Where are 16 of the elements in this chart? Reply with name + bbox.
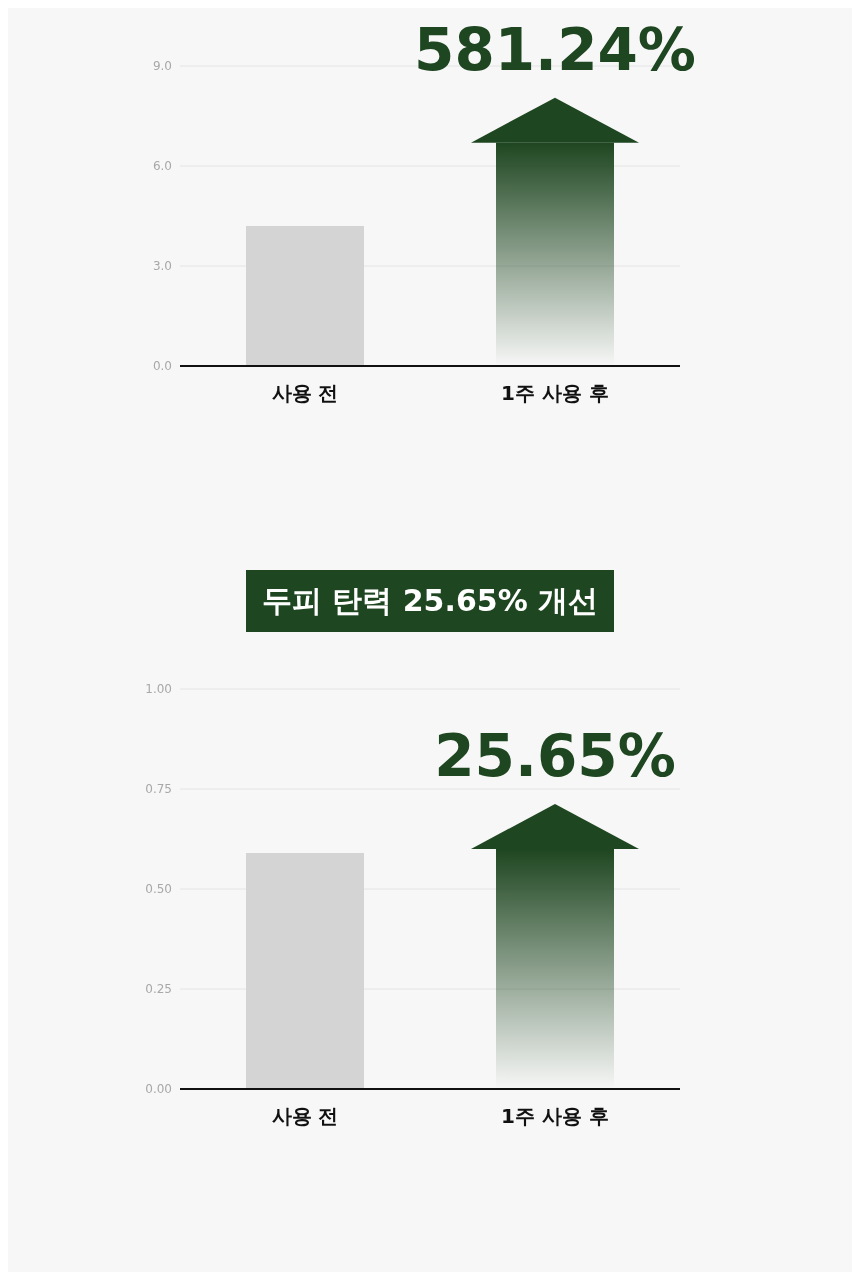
y-tick-label: 0.00 [145, 1082, 172, 1097]
annotation: 581.24% [414, 15, 696, 84]
chart-title: 두피 탄력 25.65% 개선 [245, 570, 615, 632]
y-tick-label: 3.0 [152, 259, 172, 274]
annotation: 25.65% [434, 722, 676, 790]
y-tick-label: 9.0 [152, 59, 172, 74]
x-tick-label: 1주 사용 후 [501, 381, 609, 406]
y-tick-label: 0.75 [145, 782, 172, 797]
y-tick-label: 0.50 [145, 882, 172, 897]
x-tick-label: 사용 전 [271, 381, 339, 406]
x-tick-label: 1주 사용 후 [501, 1104, 609, 1129]
x-tick-label: 사용 전 [271, 1104, 339, 1129]
y-tick-label: 0.0 [152, 359, 172, 374]
y-tick-label: 6.0 [152, 159, 172, 174]
y-tick-label: 0.25 [145, 982, 172, 997]
y-tick-label: 1.00 [145, 682, 172, 697]
